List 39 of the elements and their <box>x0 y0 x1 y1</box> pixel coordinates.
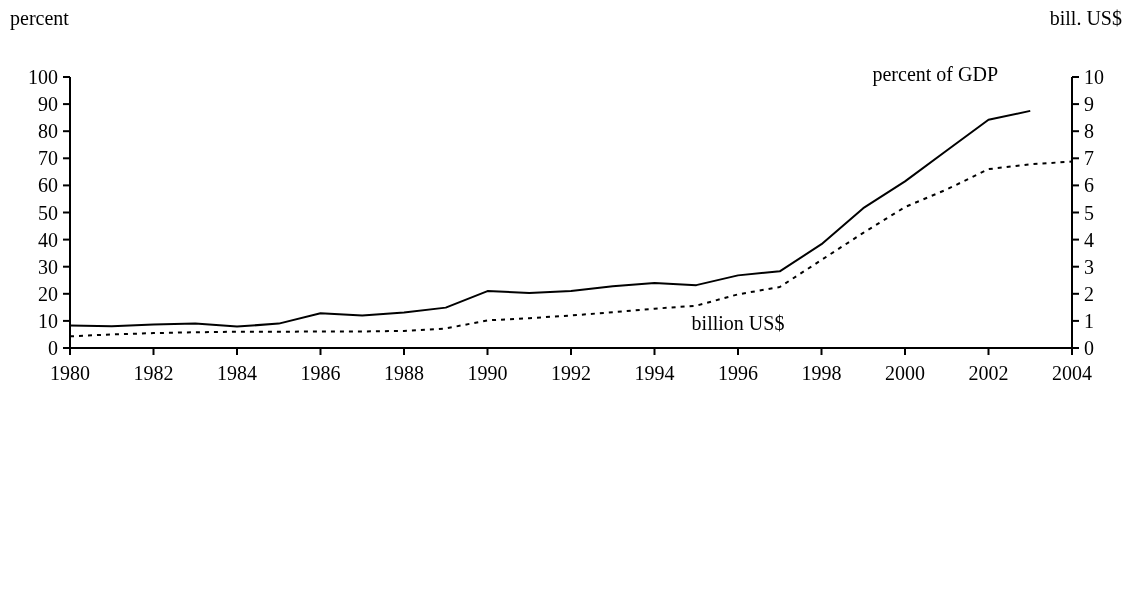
y2-tick-label: 1 <box>1084 309 1094 332</box>
x-tick-label: 1990 <box>467 362 508 384</box>
x-tick-label: 1980 <box>50 362 90 384</box>
y2-tick-label: 10 <box>1084 66 1104 88</box>
y2-tick-label: 4 <box>1084 228 1094 251</box>
x-tick-label: 1984 <box>217 362 257 384</box>
series-label: billion US$ <box>691 312 785 335</box>
y-tick-label: 50 <box>38 201 58 224</box>
y2-tick-label: 2 <box>1084 282 1094 305</box>
y-tick-label: 60 <box>38 174 58 197</box>
y-tick-label: 10 <box>38 309 58 332</box>
x-tick-label: 1994 <box>634 362 675 384</box>
x-tick-label: 2002 <box>968 362 1009 384</box>
x-tick-label: 1992 <box>551 362 591 384</box>
y-tick-label: 90 <box>38 93 58 116</box>
x-tick-label: 2000 <box>885 362 925 384</box>
y-tick-label: 70 <box>38 147 58 170</box>
y-tick-label: 0 <box>48 337 58 359</box>
series-label: percent of GDP <box>872 62 999 86</box>
y2-tick-label: 8 <box>1084 120 1094 143</box>
y-tick-label: 40 <box>38 228 58 251</box>
x-tick-label: 2004 <box>1052 362 1092 384</box>
y-tick-label: 20 <box>38 282 58 305</box>
y2-tick-label: 7 <box>1084 147 1094 170</box>
y-tick-label: 100 <box>28 66 58 88</box>
y2-axis-title: bill. US$ <box>1049 7 1122 29</box>
y2-tick-label: 0 <box>1084 337 1094 359</box>
x-tick-label: 1982 <box>133 362 174 384</box>
y2-tick-label: 5 <box>1084 201 1094 224</box>
y2-tick-label: 6 <box>1084 174 1094 197</box>
x-tick-label: 1986 <box>300 362 341 384</box>
y2-tick-label: 9 <box>1084 93 1094 116</box>
y-axis-title: percent <box>10 7 70 30</box>
x-tick-label: 1988 <box>384 362 424 384</box>
x-tick-label: 1996 <box>718 362 758 384</box>
y-tick-label: 80 <box>38 120 58 143</box>
y2-tick-label: 3 <box>1084 255 1094 278</box>
x-tick-label: 1998 <box>801 362 842 384</box>
y-tick-label: 30 <box>38 255 58 278</box>
